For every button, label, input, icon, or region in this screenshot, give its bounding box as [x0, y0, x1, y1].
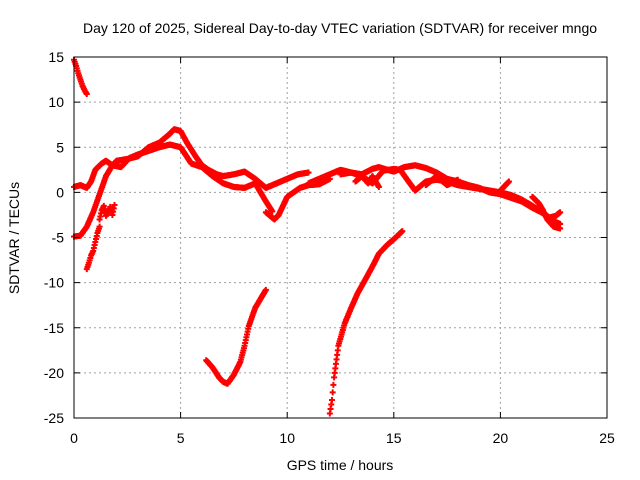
series-arc-6 [203, 286, 269, 387]
series-arc-3 [71, 141, 276, 240]
y-tick-label: 15 [48, 49, 64, 65]
series-arc-8 [326, 228, 406, 417]
x-tick-label: 15 [386, 430, 402, 446]
series-arc-11 [352, 173, 382, 190]
data-point [557, 209, 564, 216]
y-tick-label: -5 [52, 230, 65, 246]
data-point [454, 176, 461, 183]
series-arc-12 [422, 173, 461, 189]
series-arc-5 [96, 202, 118, 223]
series-arc-4 [83, 223, 103, 273]
ticks-layer [73, 56, 608, 419]
y-tick-label: 10 [48, 94, 64, 110]
data-point [505, 178, 512, 185]
data-point [557, 225, 564, 232]
chart-title: Day 120 of 2025, Sidereal Day-to-day VTE… [83, 20, 597, 36]
series-arc-13 [497, 178, 512, 194]
y-tick-label: -20 [44, 365, 64, 381]
data-point [329, 389, 336, 396]
x-axis-label: GPS time / hours [287, 457, 394, 473]
y-tick-label: 5 [56, 139, 64, 155]
x-tick-label: 25 [599, 430, 615, 446]
data-point [83, 91, 90, 98]
data-point [375, 183, 382, 190]
data-point [96, 223, 103, 230]
x-tick-label: 5 [177, 430, 185, 446]
y-tick-label: -25 [44, 410, 64, 426]
x-tick-label: 10 [279, 430, 295, 446]
data-point [305, 169, 312, 176]
points-layer [71, 56, 564, 417]
tick-labels-layer: 0 5 10 15 20 25 -25 -20 -15 -10 -5 0 5 10 15 [44, 49, 615, 446]
data-point [330, 381, 337, 388]
y-axis-label: SDTVAR / TECUs [6, 182, 22, 294]
x-tick-label: 20 [493, 430, 509, 446]
y-tick-label: -10 [44, 275, 64, 291]
data-point [328, 396, 335, 403]
x-tick-label: 0 [70, 430, 78, 446]
data-point [269, 208, 276, 215]
data-point [111, 202, 118, 209]
data-point [399, 228, 406, 235]
data-point [262, 286, 269, 293]
y-tick-label: -15 [44, 320, 64, 336]
y-tick-label: 0 [56, 184, 64, 200]
series-arc-14 [529, 193, 564, 232]
